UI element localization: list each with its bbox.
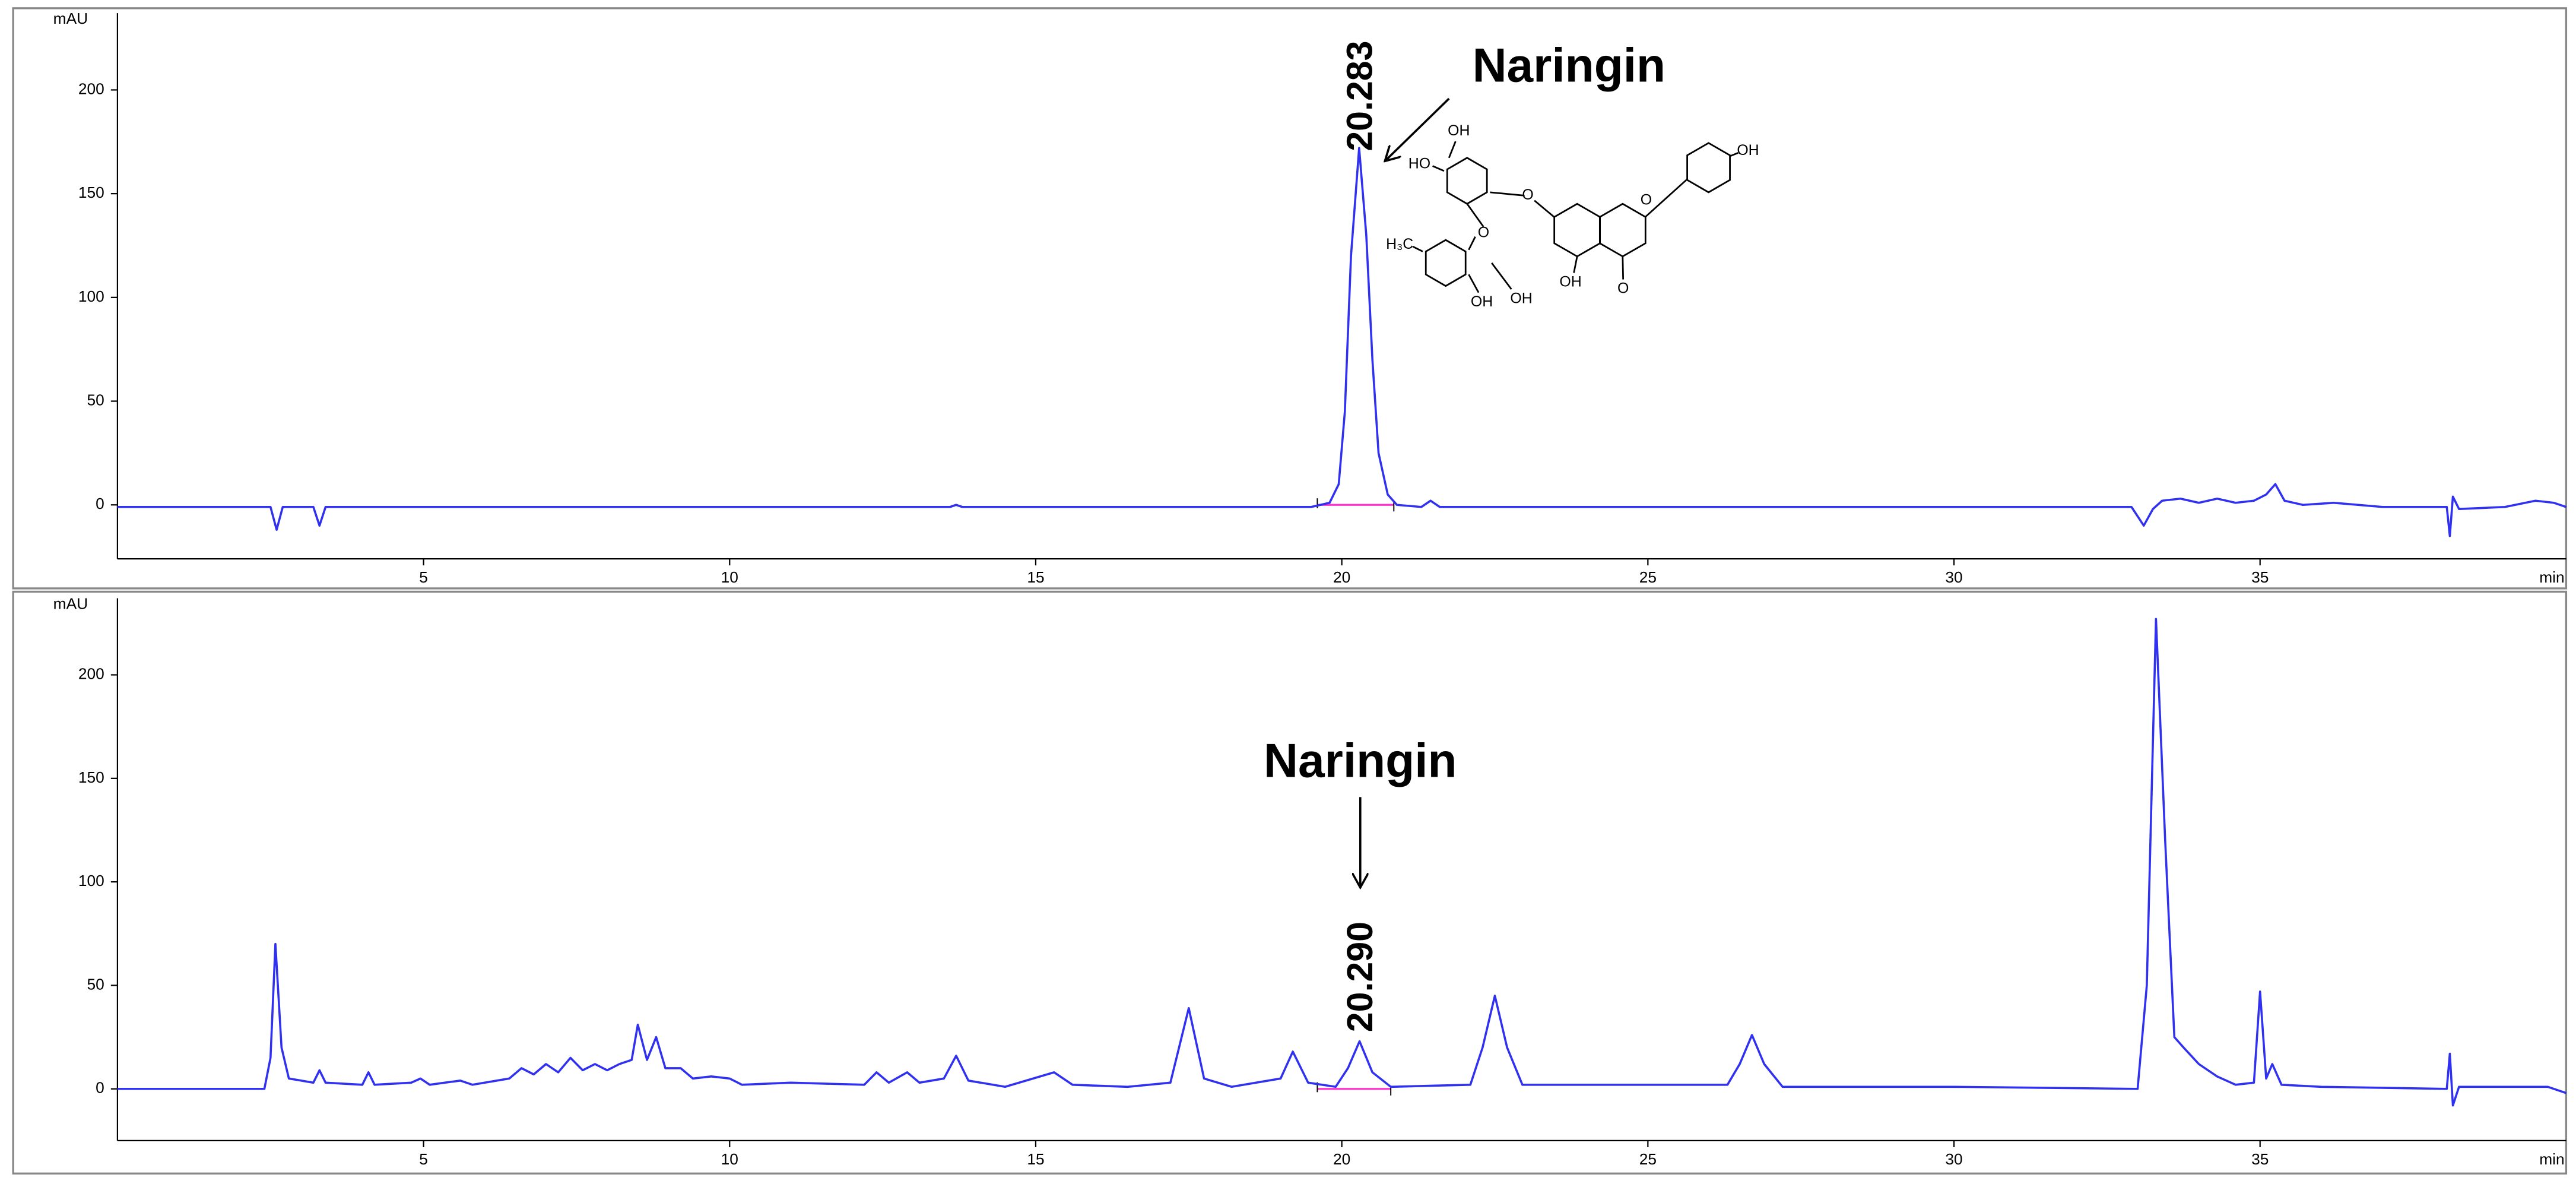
x-tick-label: 20 — [1333, 1150, 1350, 1168]
y-axis-label: mAU — [53, 595, 88, 613]
x-tick-label: 5 — [419, 1150, 428, 1168]
bond — [1412, 245, 1423, 252]
x-tick-label: 20 — [1333, 568, 1350, 586]
structure-label: O — [1522, 186, 1533, 203]
arrow — [1385, 97, 1450, 161]
x-tick-label: 10 — [721, 1150, 738, 1168]
x-tick-label: 15 — [1027, 1150, 1044, 1168]
retention-time-label: 20.290 — [1340, 922, 1380, 1032]
bond — [1468, 274, 1480, 293]
x-tick-label: 35 — [2251, 1150, 2269, 1168]
y-tick-label: 50 — [87, 391, 104, 409]
structure-label: OH — [1471, 293, 1493, 310]
y-tick-label: 0 — [96, 495, 104, 512]
chromatogram-trace — [117, 147, 2567, 537]
bond — [1534, 200, 1555, 218]
y-tick-label: 50 — [87, 975, 104, 993]
retention-time-label: 20.283 — [1339, 40, 1379, 151]
x-axis-label: min — [2539, 1150, 2564, 1168]
ring — [1425, 239, 1467, 287]
y-tick-label: 150 — [78, 183, 104, 201]
bond — [1491, 262, 1512, 290]
structure-label: O — [1641, 191, 1652, 208]
y-tick-label: 150 — [78, 768, 104, 786]
x-tick-label: 30 — [1945, 568, 1962, 586]
bond — [1490, 191, 1525, 197]
compound-label: Naringin — [1473, 39, 1665, 92]
structure-label: OH — [1737, 142, 1759, 159]
structure-label: O — [1478, 224, 1489, 241]
panel-frame — [12, 7, 2568, 590]
structure-label: OH — [1559, 274, 1581, 290]
structure-label: O — [1617, 280, 1629, 297]
structure-label: OH — [1510, 290, 1532, 306]
y-axis-label: mAU — [53, 10, 88, 27]
panel-frame — [12, 590, 2568, 1175]
bond — [1730, 152, 1739, 157]
bond — [1448, 141, 1457, 159]
structure-label: OH — [1448, 122, 1470, 139]
compound-label: Naringin — [1264, 734, 1457, 787]
x-tick-label: 5 — [419, 568, 428, 586]
structure-label: H₃C — [1386, 236, 1413, 252]
y-tick-label: 0 — [96, 1079, 104, 1097]
bond — [1573, 256, 1578, 273]
y-tick-label: 200 — [78, 664, 104, 682]
x-axis-label: min — [2539, 568, 2564, 586]
x-tick-label: 35 — [2251, 568, 2269, 586]
bond — [1466, 203, 1484, 227]
x-tick-label: 25 — [1639, 568, 1657, 586]
x-tick-label: 15 — [1027, 568, 1044, 586]
x-tick-label: 30 — [1945, 1150, 1962, 1168]
structure-label: HO — [1408, 155, 1430, 172]
bond — [1645, 178, 1688, 218]
x-tick-label: 25 — [1639, 1150, 1657, 1168]
y-tick-label: 200 — [78, 80, 104, 97]
y-tick-label: 100 — [78, 872, 104, 890]
chromatogram-trace — [117, 618, 2567, 1107]
x-tick-label: 10 — [721, 568, 738, 586]
y-tick-label: 100 — [78, 287, 104, 305]
naringin-structure: OH HO O OH O OH O O H₃C OH OH — [1386, 122, 1759, 310]
bond — [1468, 236, 1476, 251]
bond — [1432, 165, 1445, 172]
